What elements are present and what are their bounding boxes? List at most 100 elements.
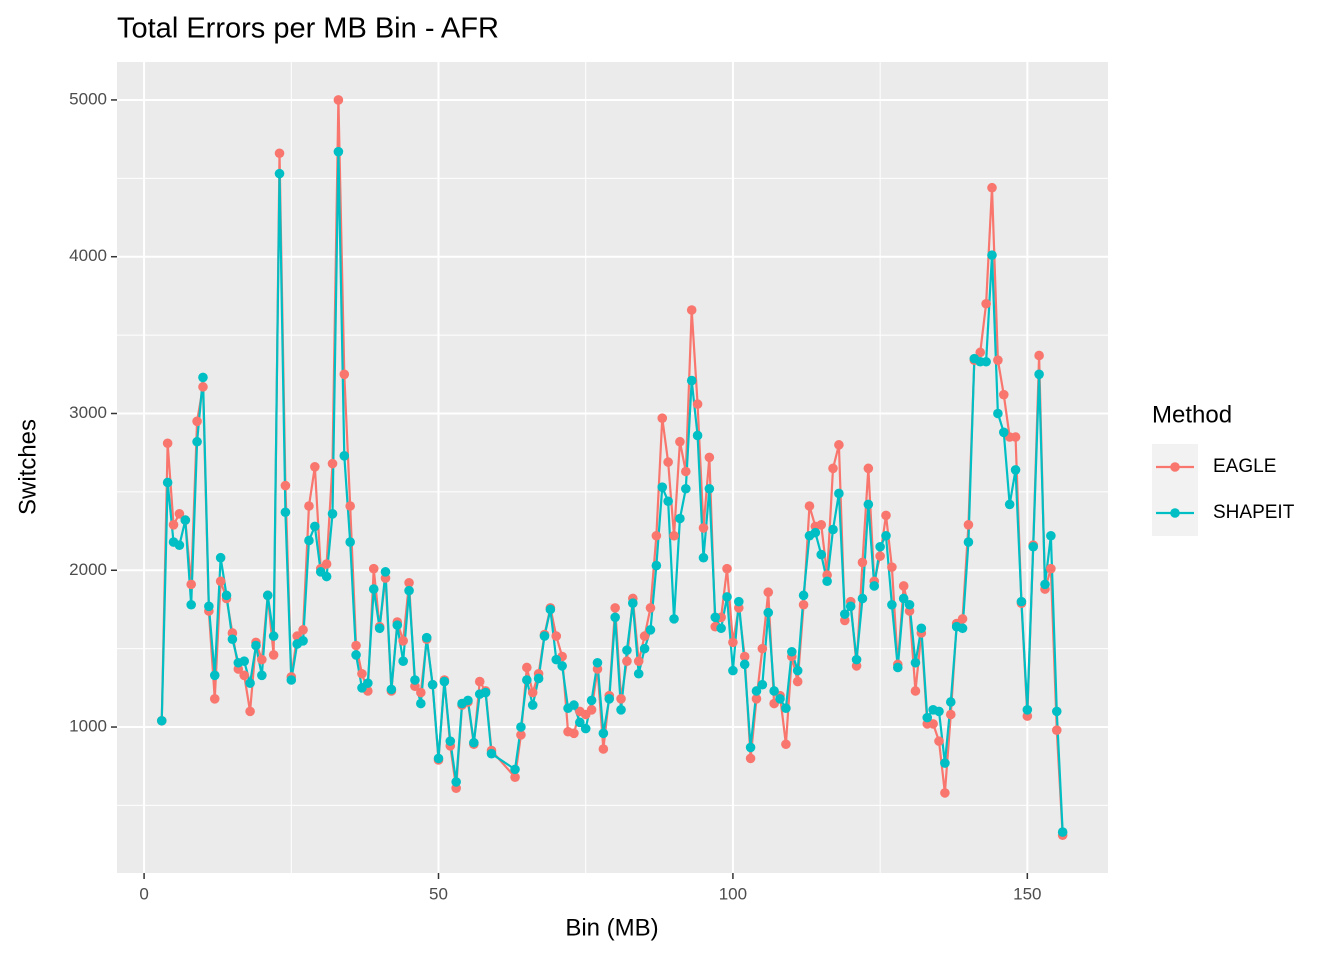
data-point (651, 530, 662, 541)
data-point (993, 408, 1003, 419)
data-point (892, 662, 903, 673)
y-tick-label: 2000 (69, 560, 107, 579)
data-point (863, 463, 874, 474)
data-point (728, 637, 738, 648)
data-point (268, 631, 279, 641)
data-point (816, 549, 827, 560)
data-point (162, 477, 173, 488)
data-point (586, 695, 597, 706)
data-point (739, 659, 750, 670)
data-point (592, 657, 603, 668)
data-point (1022, 704, 1033, 715)
data-point (981, 298, 991, 309)
data-point (998, 389, 1009, 400)
data-point (198, 372, 208, 383)
data-point (681, 466, 691, 477)
data-point (569, 728, 579, 739)
data-point (934, 706, 944, 717)
data-point (898, 593, 909, 604)
data-point (957, 623, 968, 634)
chart-title: Total Errors per MB Bin - AFR (117, 13, 499, 45)
data-point (339, 369, 350, 380)
data-point (834, 440, 844, 450)
data-point (156, 715, 167, 726)
data-point (245, 706, 255, 717)
data-point (963, 520, 974, 530)
data-point (333, 95, 344, 105)
data-point (522, 662, 532, 673)
data-point (192, 436, 202, 447)
data-point (268, 650, 279, 660)
data-point (162, 438, 173, 449)
data-point (904, 599, 915, 610)
legend-label: EAGLE (1213, 456, 1276, 477)
data-point (239, 656, 249, 666)
data-point (857, 557, 868, 568)
data-point (722, 592, 732, 602)
data-point (416, 687, 426, 698)
data-point (321, 571, 332, 582)
data-point (828, 524, 838, 535)
data-point (616, 704, 626, 715)
data-point (798, 590, 809, 601)
x-tick-label: 0 (139, 884, 148, 903)
data-point (421, 632, 432, 643)
data-point (722, 563, 732, 574)
data-point (374, 623, 385, 634)
y-tick-label: 1000 (69, 717, 107, 736)
data-point (398, 636, 408, 646)
data-point (392, 620, 403, 630)
data-point (198, 382, 208, 392)
data-point (345, 501, 355, 511)
data-point (1004, 499, 1015, 510)
data-point (916, 623, 927, 634)
data-point (645, 603, 656, 613)
data-point (310, 521, 320, 532)
data-point (209, 670, 220, 681)
data-point (810, 527, 821, 538)
data-point (898, 581, 909, 591)
data-point (186, 599, 196, 610)
data-point (651, 560, 662, 571)
data-point (416, 698, 426, 709)
data-point (657, 413, 668, 423)
data-point (209, 694, 220, 704)
data-point (716, 623, 726, 634)
data-point (580, 723, 591, 734)
data-point (628, 598, 638, 608)
data-point (363, 678, 373, 688)
data-point (804, 501, 815, 511)
data-point (368, 563, 379, 574)
data-point (786, 646, 797, 657)
data-point (533, 673, 544, 684)
data-point (769, 686, 779, 696)
data-point (398, 656, 408, 666)
data-point (474, 676, 485, 687)
data-point (945, 709, 956, 720)
data-point (710, 612, 721, 623)
data-point (639, 631, 650, 641)
data-point (922, 712, 933, 723)
data-point (987, 182, 997, 193)
data-point (257, 654, 267, 665)
data-point (180, 515, 191, 525)
data-point (828, 463, 838, 474)
data-point (298, 636, 308, 646)
data-point (940, 758, 950, 768)
data-point (551, 654, 562, 665)
data-point (863, 499, 874, 510)
data-point (781, 703, 791, 714)
data-point (598, 728, 609, 739)
y-axis-title: Switches (14, 419, 41, 515)
data-point (957, 614, 968, 624)
data-point (522, 675, 532, 685)
data-point (1034, 350, 1044, 361)
data-point (351, 640, 361, 651)
data-point (663, 496, 673, 507)
data-point (321, 559, 332, 569)
data-point (469, 737, 479, 748)
data-point (869, 581, 880, 591)
data-point (551, 631, 562, 641)
data-point (274, 148, 285, 159)
data-point (516, 730, 526, 740)
